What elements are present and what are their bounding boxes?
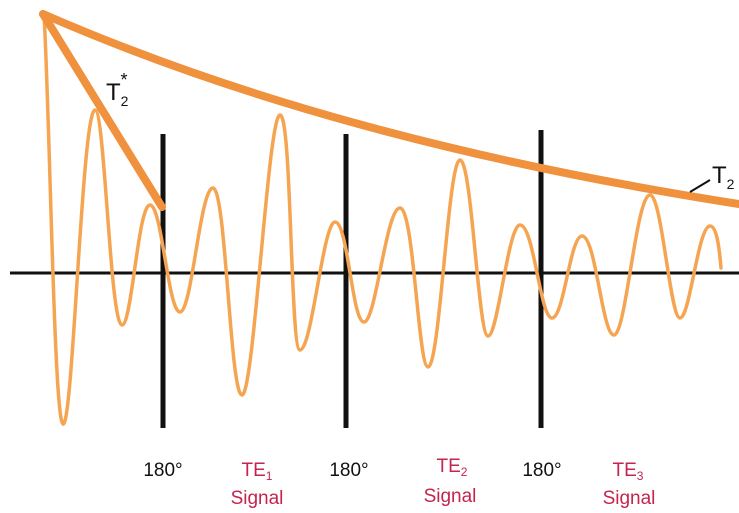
echo-signal-2: Signal <box>424 486 477 507</box>
t2-label: T2 <box>712 162 735 192</box>
t2star-decay-line <box>39 10 166 211</box>
echo-signal-1: Signal <box>231 488 284 509</box>
t2-base: T <box>712 162 727 189</box>
echo-1-subscript: 1 <box>266 469 273 483</box>
echo-2-base: TE <box>437 456 461 477</box>
echo-3-base: TE <box>613 460 637 481</box>
echo-1-base: TE <box>242 460 266 481</box>
pulse-label-1: 180° <box>143 460 182 481</box>
echo-signal-3: Signal <box>603 488 656 509</box>
t2star-superscript: * <box>120 70 127 90</box>
echo-2-subscript: 2 <box>461 465 468 479</box>
signal-waveform <box>42 12 723 426</box>
t2-subscript: 2 <box>727 176 735 192</box>
t2-decay-curve <box>39 10 739 208</box>
pulse-label-2: 180° <box>329 460 368 481</box>
echo-label-3: TE3 <box>613 460 644 483</box>
t2-leader-line <box>689 179 711 193</box>
t2star-base: T <box>106 79 121 106</box>
echo-3-subscript: 3 <box>637 469 644 483</box>
pulse-label-3: 180° <box>522 460 561 481</box>
echo-label-2: TE2 <box>437 456 468 479</box>
t2star-subscript: 2 <box>121 93 129 109</box>
echo-label-1: TE1 <box>242 460 273 483</box>
t2star-label: T2 * <box>106 70 129 109</box>
